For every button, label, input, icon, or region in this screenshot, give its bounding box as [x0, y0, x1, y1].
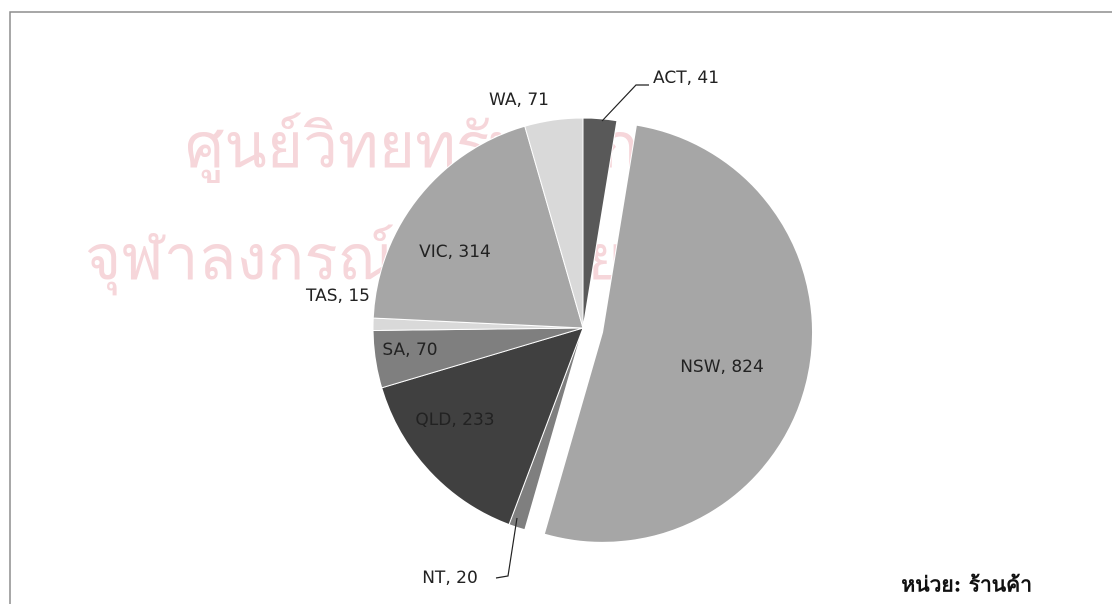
- data-label: SA, 70: [382, 340, 437, 360]
- data-label: NT, 20: [422, 568, 478, 588]
- chart-frame: [9, 11, 1112, 604]
- pie: [372, 117, 813, 543]
- data-label: TAS, 15: [305, 286, 370, 306]
- data-label: NSW, 824: [680, 357, 764, 377]
- leader-line: [495, 517, 518, 579]
- data-label: ACT, 41: [653, 68, 719, 88]
- data-label: WA, 71: [489, 90, 549, 110]
- data-labels: ACT, 41 NSW, 824 NT, 20 QLD, 233 SA, 70 TAS, …: [305, 68, 764, 588]
- unit-note: หน่วย: ร้านค้า: [901, 572, 1032, 597]
- data-label: VIC, 314: [419, 242, 491, 262]
- pie-slice: [372, 125, 584, 329]
- pie-slice: [524, 117, 584, 329]
- pie-slice: [381, 327, 584, 526]
- pie-slice: [543, 124, 813, 543]
- leader-line: [601, 84, 649, 122]
- data-label: QLD, 233: [415, 410, 494, 430]
